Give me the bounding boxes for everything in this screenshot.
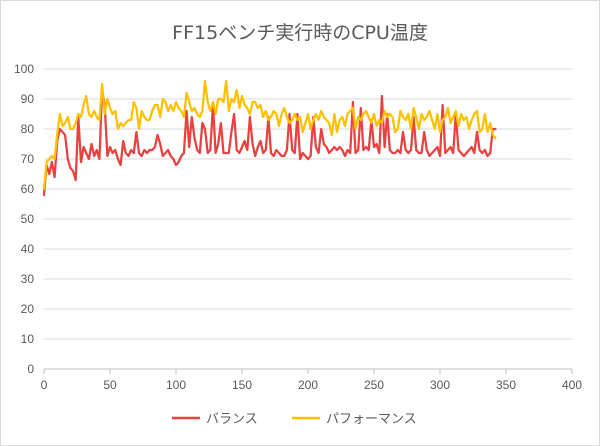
y-tick-label: 40 [21,242,35,256]
y-tick-label: 90 [21,92,35,106]
y-tick-label: 60 [21,182,35,196]
series-line-2 [42,79,497,191]
x-tick-label: 150 [232,378,252,392]
x-tick-label: 50 [103,378,117,392]
y-tick-label: 70 [21,152,35,166]
legend-label-1: バランス [206,412,258,427]
x-tick-label: 350 [496,378,516,392]
x-tick-label: 200 [298,378,318,392]
y-tick-label: 50 [21,212,35,226]
series-line-1 [42,88,497,197]
x-tick-label: 250 [364,378,384,392]
legend: バランス パフォーマンス [172,412,417,427]
y-tick-label: 80 [21,122,35,136]
y-tick-label: 20 [21,302,35,316]
y-tick-label: 0 [27,362,34,376]
y-tick-label: 100 [14,62,34,76]
y-tick-label: 30 [21,272,35,286]
x-tick-label: 400 [562,378,582,392]
series-lines [42,79,497,197]
x-tick-label: 100 [166,378,186,392]
chart-title: FF15ベンチ実行時のCPU温度 [172,22,428,44]
legend-label-2: パフォーマンス [326,412,417,427]
x-tick-label: 300 [430,378,450,392]
y-tick-label: 10 [21,332,35,346]
axes: 0 10 20 30 40 50 60 70 80 90 100 0 50 100 150 200 250 300… [14,62,582,392]
x-tick-label: 0 [41,378,48,392]
